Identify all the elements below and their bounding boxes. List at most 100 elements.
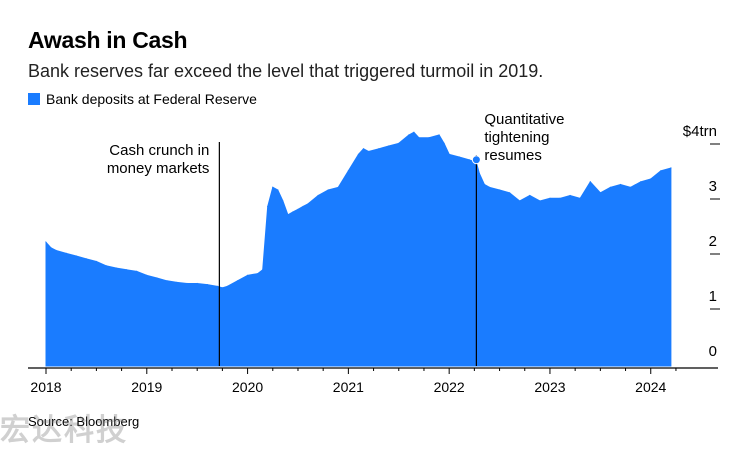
data-point [166,280,168,282]
data-point [55,249,57,252]
data-point [257,273,259,275]
annotation-label-1: Quantitative [484,111,564,128]
data-point [236,280,239,282]
data-point [267,205,269,208]
x-tick-label: 2018 [30,379,61,395]
data-point [488,186,491,188]
data-point [156,277,158,279]
x-tick-label: 2023 [534,379,565,395]
legend: Bank deposits at Federal Reserve [28,91,257,107]
annotation-marker-1 [471,155,481,165]
data-point [579,197,581,199]
data-point [50,247,52,249]
x-tick-label: 2021 [333,379,364,395]
data-point [398,142,400,144]
data-point [146,274,148,276]
data-point [539,200,541,202]
data-point [448,153,450,155]
data-point [105,265,108,267]
y-tick-label: 3 [709,178,717,195]
data-point [282,200,284,202]
data-point [216,285,218,287]
data-point [186,282,188,285]
data-point [549,197,551,199]
data-point [226,285,228,287]
y-tick-label: $4trn [683,123,717,140]
data-point [362,148,365,150]
data-point [609,186,612,188]
data-point [408,134,410,136]
chart-title: Awash in Cash [28,27,188,53]
data-point [277,189,279,191]
data-point [262,269,264,271]
data-point [136,270,138,272]
x-tick-label: 2019 [131,379,162,395]
data-point [378,148,380,150]
y-tick-label: 1 [709,288,717,305]
data-point [196,282,198,285]
data-point [65,252,67,254]
data-point [660,170,662,172]
data-point [438,134,440,136]
data-point [630,186,632,188]
data-point [529,194,531,197]
data-point [327,189,329,191]
data-point [509,192,511,194]
data-point [126,269,128,271]
data-point [640,181,642,183]
data-point [589,181,591,183]
data-point [206,284,208,286]
data-point [75,255,77,257]
data-point [247,274,249,276]
data-point [221,287,223,289]
data-point [569,194,571,197]
data-point [287,214,289,216]
data-point [443,142,445,144]
y-tick-label: 0 [709,343,717,360]
data-point [388,145,390,147]
data-point [347,170,349,172]
series-area-0 [45,131,672,367]
y-tick-label: 2 [709,233,717,250]
data-point [418,137,420,139]
data-point [357,153,360,155]
legend-swatch [28,93,40,105]
annotation-label-1: resumes [484,147,542,164]
data-point [670,167,672,169]
source-note: Source: Bloomberg [28,414,140,429]
data-point [559,197,561,199]
data-point [519,200,521,202]
data-point [367,150,370,153]
data-point [599,192,602,194]
data-point [45,241,47,243]
data-point [297,208,299,210]
annotation-label-1: tightening [484,129,549,146]
data-point [95,260,97,263]
data-point [619,183,622,186]
data-point [650,178,652,180]
data-point [85,258,87,260]
data-point [483,183,485,186]
annotation-label-0: money markets [107,160,210,177]
data-point [176,281,178,283]
data-point [458,156,460,158]
data-point [116,267,118,269]
data-point [307,203,309,205]
data-point [468,159,470,161]
data-point [317,194,319,197]
data-point [413,131,415,133]
data-point [302,205,304,208]
x-tick-label: 2020 [232,379,263,395]
watermark: 宏达科技 [0,413,128,448]
data-point [272,186,274,188]
x-tick-label: 2022 [434,379,465,395]
data-point [428,137,430,139]
data-point [478,172,480,175]
x-tick-label: 2024 [635,379,666,395]
chart-subtitle: Bank reserves far exceed the level that … [28,61,544,81]
data-point [499,189,501,191]
data-point [292,211,294,213]
data-point [337,186,339,188]
annotation-label-0: Cash crunch in [109,142,209,159]
